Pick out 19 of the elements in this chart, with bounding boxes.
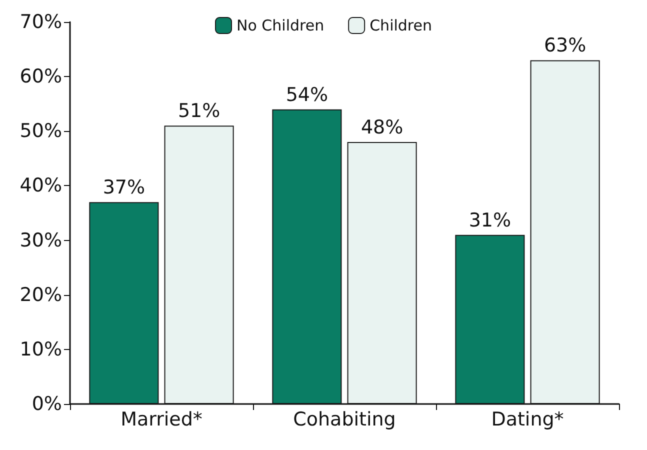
data-label: 54% bbox=[286, 84, 328, 106]
data-label: 51% bbox=[178, 100, 220, 122]
y-tick-label: 10% bbox=[20, 338, 62, 360]
legend-label: Children bbox=[370, 16, 432, 34]
x-tick-label: Cohabiting bbox=[293, 408, 396, 430]
y-tick-label: 50% bbox=[20, 120, 62, 142]
legend-label: No Children bbox=[236, 16, 324, 34]
data-label: 31% bbox=[468, 209, 512, 232]
y-tick-label: 70% bbox=[20, 11, 62, 33]
y-tick-label: 60% bbox=[20, 66, 62, 88]
data-label: 48% bbox=[360, 116, 404, 139]
data-label: 63% bbox=[544, 34, 586, 57]
data-label: 37% bbox=[102, 176, 146, 199]
y-tick-label: 0% bbox=[32, 393, 62, 415]
x-tick-label: Married* bbox=[120, 408, 202, 430]
y-tick-label: 30% bbox=[20, 229, 62, 252]
y-tick-label: 40% bbox=[20, 174, 62, 197]
x-tick-label: Dating* bbox=[491, 408, 564, 430]
y-tick-label: 20% bbox=[20, 284, 62, 306]
